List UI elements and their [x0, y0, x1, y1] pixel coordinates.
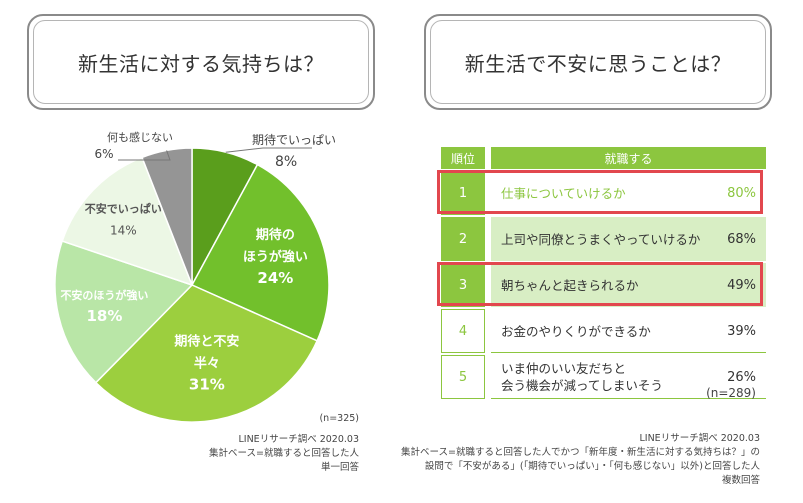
pie-label-expect-strong: 期待の	[256, 227, 295, 243]
item-cell: 仕事についていけるか 80%	[491, 171, 766, 215]
pie-label-expect-full: 期待でいっぱい	[252, 133, 336, 147]
item-cell: お金のやりくりができるか 39%	[491, 309, 766, 353]
table-row: 2 上司や同僚とうまくやっていけるか 68%	[441, 217, 766, 261]
item-label: 仕事についていけるか	[501, 185, 626, 201]
right-question-title: 新生活で不安に思うことは？	[430, 20, 766, 104]
rank-cell: 3	[441, 263, 485, 307]
pie-label-anxious-full: 不安でいっぱい	[85, 201, 162, 215]
table-condition-note: 設問で「不安がある」(「期待でいっぱい」・「何も感じない」以外)と回答した人	[424, 461, 760, 472]
pie-value-label: 14%	[110, 223, 137, 237]
pie-source-note: LINEリサーチ調べ 2020.03	[238, 434, 359, 445]
right-question-box: 新生活で不安に思うことは？	[424, 14, 772, 110]
table-source-note: LINEリサーチ調べ 2020.03	[639, 433, 760, 444]
rank-cell: 2	[441, 217, 485, 261]
item-label: 上司や同僚とうまくやっていけるか	[501, 231, 701, 247]
item-percent: 68%	[727, 231, 756, 247]
left-question-box: 新生活に対する気持ちは？	[27, 14, 375, 110]
highlight-frame	[437, 170, 763, 214]
pie-value-label: 24%	[257, 269, 293, 287]
pie-value-label: 18%	[86, 307, 122, 325]
pie-value-label: 31%	[189, 376, 225, 394]
pie-value-label: 8%	[275, 154, 297, 170]
pie-label-nothing: 何も感じない	[107, 131, 173, 144]
item-label: 朝ちゃんと起きられるか	[501, 277, 639, 293]
pie-answer-note: 単一回答	[320, 462, 359, 473]
pie-leader-line	[225, 147, 312, 153]
pie-label-expect-strong: ほうが強い	[243, 249, 308, 265]
item-label: お金のやりくりができるか	[501, 323, 651, 339]
pie-slice	[94, 284, 319, 423]
group-header: 就職する	[491, 147, 766, 169]
left-question-title: 新生活に対する気持ちは？	[33, 20, 369, 104]
pie-slice	[190, 163, 330, 342]
pie-label-half: 半々	[194, 356, 220, 372]
pie-value-label: 6%	[94, 147, 113, 161]
table-row: 4 お金のやりくりができるか 39%	[441, 309, 766, 353]
table-answer-note: 複数回答	[721, 475, 760, 486]
pie-base-note: 集計ベース=就職すると回答した人	[209, 448, 359, 459]
rank-header: 順位	[441, 147, 485, 169]
table-row: 5 いま仲のいい友だちと 会う機会が減ってしまいそう 26%	[441, 355, 766, 399]
item-percent: 49%	[727, 277, 756, 293]
item-label: いま仲のいい友だちと 会う機会が減ってしまいそう	[501, 361, 663, 393]
table-row: 3 朝ちゃんと起きられるか 49%	[441, 263, 766, 307]
rank-cell: 4	[441, 309, 485, 353]
rank-cell: 5	[441, 355, 485, 399]
item-percent: 80%	[727, 185, 756, 201]
item-cell: 朝ちゃんと起きられるか 49%	[491, 263, 766, 307]
highlight-frame	[437, 262, 763, 306]
pie-slice	[54, 240, 194, 384]
table-n-label: (n=289)	[706, 386, 756, 400]
item-percent: 26%	[727, 369, 756, 385]
rank-cell: 1	[441, 171, 485, 215]
item-percent: 39%	[727, 323, 756, 339]
table-row: 1 仕事についていけるか 80%	[441, 171, 766, 215]
item-cell: 上司や同僚とうまくやっていけるか 68%	[491, 217, 766, 261]
pie-label-half: 期待と不安	[174, 334, 239, 350]
pie-leader-line	[118, 150, 171, 161]
item-cell: いま仲のいい友だちと 会う機会が減ってしまいそう 26%	[491, 355, 766, 399]
table-base-note: 集計ベース=就職すると回答した人でかつ「新年度・新生活に対する気持ちは？」の	[401, 447, 760, 458]
pie-n-label: (n=325)	[319, 413, 359, 424]
pie-label-anxious-strong: 不安のほうが強い	[60, 288, 148, 302]
pie-slice	[141, 147, 193, 286]
